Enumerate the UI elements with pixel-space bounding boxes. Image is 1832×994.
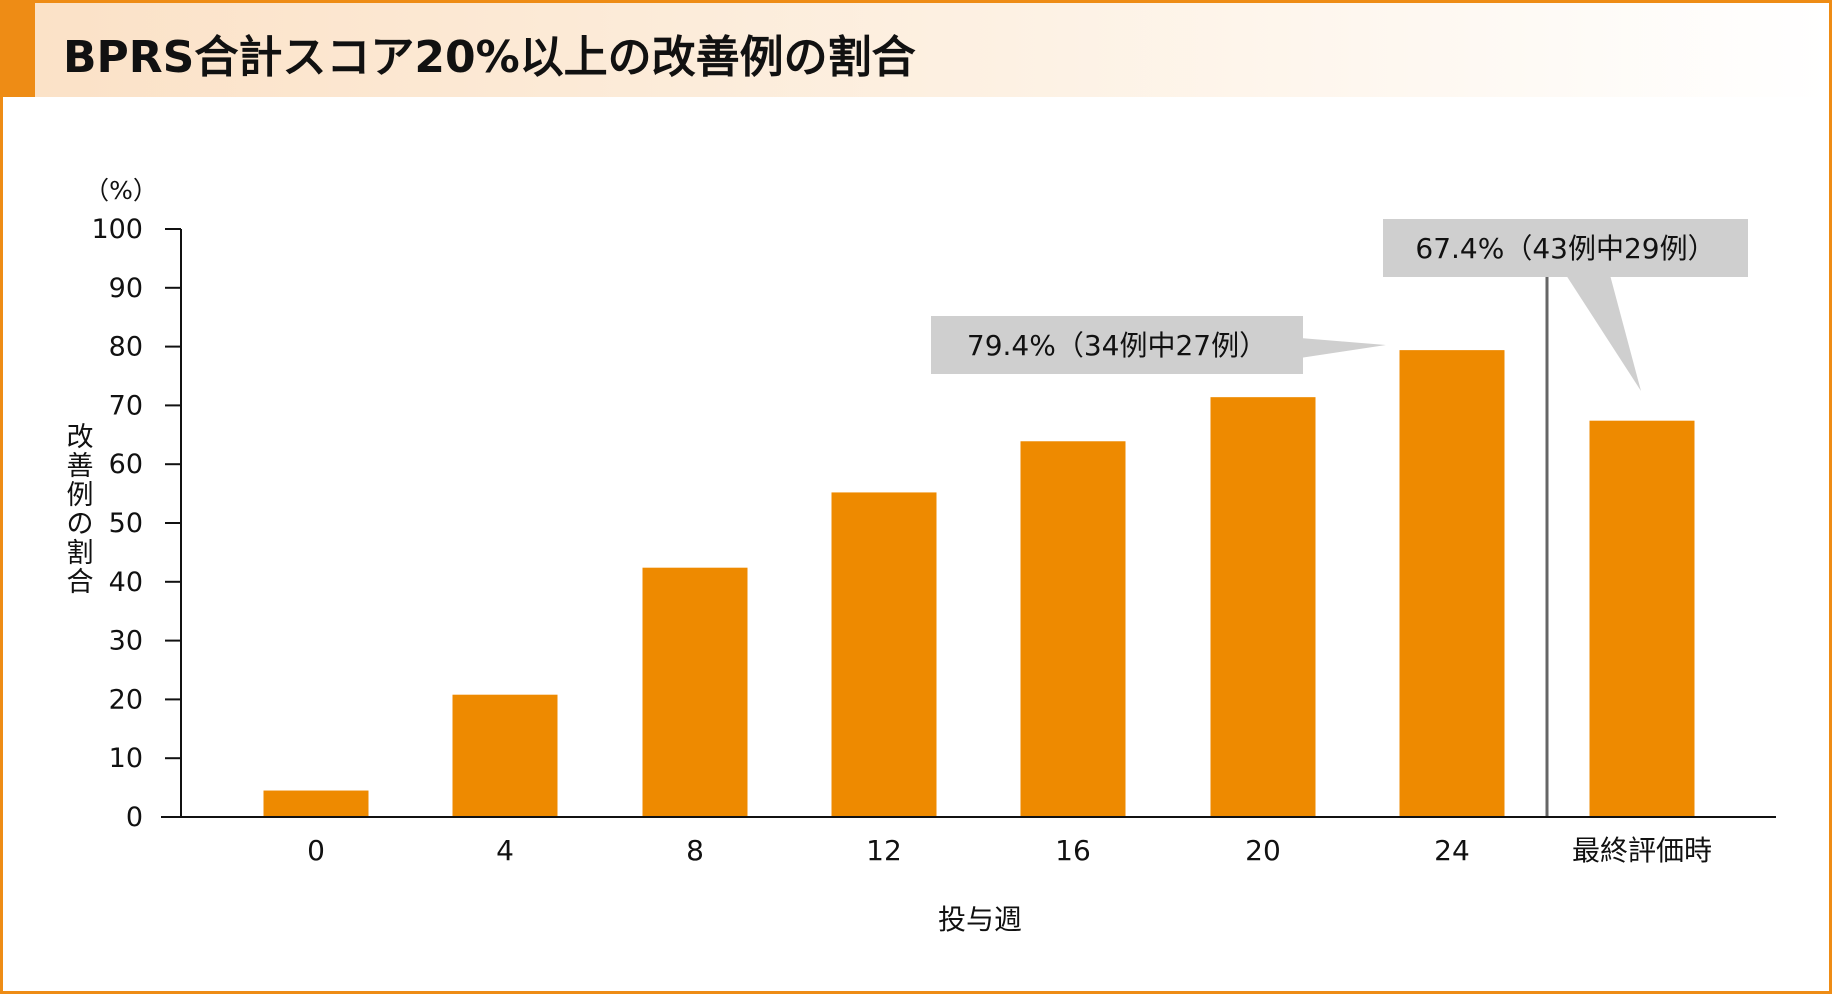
bar — [1020, 441, 1126, 817]
bar — [263, 790, 369, 817]
title-accent-bar — [3, 3, 35, 97]
title-banner: BPRS合計スコア20%以上の改善例の割合 — [3, 3, 1829, 97]
callout-label: 79.4%（34例中27例） — [967, 329, 1267, 362]
bar — [831, 492, 937, 817]
y-tick-label: 40 — [109, 567, 143, 598]
x-tick-label: 4 — [496, 834, 514, 867]
y-unit-label: （%） — [84, 176, 158, 205]
callout-box — [1383, 219, 1748, 277]
x-tick-label: 12 — [866, 834, 902, 867]
x-tick-label: 20 — [1245, 834, 1281, 867]
y-axis-title-char: の — [67, 509, 94, 540]
y-tick-label: 0 — [126, 802, 143, 833]
y-axis-title-char: 割 — [67, 538, 94, 569]
bar — [1589, 420, 1695, 817]
chart-title: BPRS合計スコア20%以上の改善例の割合 — [63, 32, 916, 83]
x-tick-label: 最終評価時 — [1572, 834, 1712, 867]
y-tick-label: 50 — [109, 508, 143, 539]
bar — [452, 694, 558, 817]
x-tick-label: 16 — [1055, 834, 1091, 867]
x-tick-label: 0 — [307, 834, 325, 867]
y-tick-label: 100 — [91, 214, 143, 245]
callout-box — [931, 316, 1303, 374]
x-tick-label: 8 — [686, 834, 704, 867]
y-axis-title-char: 善 — [67, 451, 94, 482]
callout-pointer — [1566, 275, 1641, 391]
y-axis-title-char: 例 — [67, 480, 94, 511]
y-tick-label: 80 — [109, 332, 143, 363]
y-tick-label: 90 — [109, 273, 143, 304]
x-axis-title: 投与週 — [938, 903, 1022, 936]
y-tick-label: 70 — [109, 390, 143, 421]
y-tick-label: 60 — [109, 449, 143, 480]
y-tick-label: 20 — [109, 684, 143, 715]
callout-label: 67.4%（43例中29例） — [1415, 232, 1715, 265]
bar — [1399, 350, 1505, 817]
bar — [642, 567, 748, 817]
x-tick-label: 24 — [1434, 834, 1470, 867]
y-axis-title-char: 合 — [67, 567, 94, 598]
bar — [1210, 397, 1316, 817]
y-axis-title-char: 改 — [67, 422, 94, 453]
callout-pointer — [1300, 338, 1386, 358]
y-tick-label: 10 — [109, 743, 143, 774]
y-tick-label: 30 — [109, 626, 143, 657]
